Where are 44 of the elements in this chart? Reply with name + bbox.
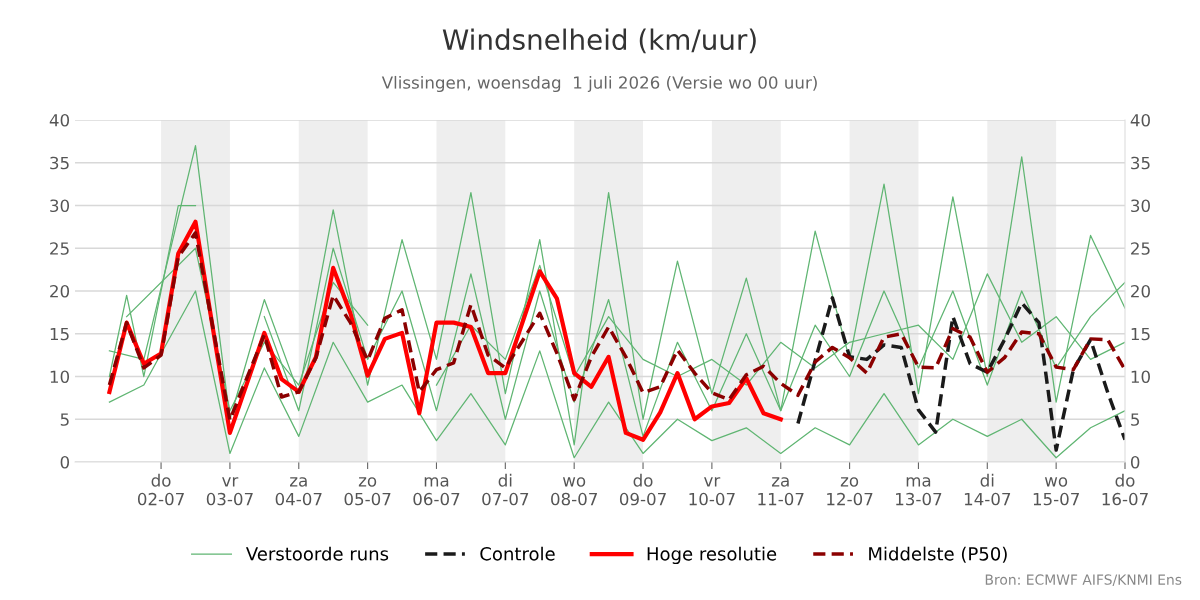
x-tick-label: di 07-07 [482, 473, 529, 506]
x-tick-label: wo 08-07 [551, 477, 597, 506]
y2-tick-label: 30 [1131, 199, 1150, 213]
line-series [108, 290, 1125, 459]
chart-subtitle: Vlissingen, woensdag 1 juli 2026 (Versie wo 00 uur) [381, 75, 817, 93]
text: Bron: ECMWF AIFS/KNMI Ens [985, 574, 1182, 586]
y-tick-label: 25 [50, 242, 69, 255]
chart-title: Windsnelheid (km/uur) [442, 28, 756, 54]
y2-tick-label: 20 [1131, 284, 1150, 298]
x-tick-label: ma 13-07 [896, 477, 942, 506]
x-tick-label: wo 15-07 [1033, 477, 1079, 506]
y2-tick-label: 5 [1131, 413, 1140, 426]
x-tick-label: do 02-07 [137, 473, 184, 506]
x-tick-label: vr 03-07 [206, 477, 253, 506]
x-tick-label: zo 12-07 [827, 477, 873, 506]
legend-label: Hoge resolutie [647, 546, 777, 565]
y2-tick-label: 15 [1131, 327, 1150, 341]
y2-tick-label: 35 [1131, 156, 1150, 170]
x-tick-label: ma 06-07 [413, 477, 460, 506]
y2-tick-label: 40 [1130, 113, 1150, 127]
y-tick-label: 15 [50, 327, 69, 341]
y2-tick-label: 10 [1131, 370, 1150, 384]
y-tick-label: 5 [60, 413, 69, 426]
y2-tick-label: 25 [1131, 242, 1150, 255]
y-tick-label: 0 [60, 455, 70, 469]
y-tick-label: 30 [50, 199, 70, 213]
x-tick-label: vr 10-07 [689, 477, 735, 506]
legend-label: Verstoorde runs [245, 546, 389, 561]
y-tick-label: 10 [50, 370, 70, 384]
line-series [108, 145, 1125, 446]
x-tick-label: do 09-07 [619, 473, 666, 506]
y-tick-label: 40 [49, 113, 70, 127]
x-tick-label: do 16-07 [1102, 473, 1148, 506]
line-series [107, 231, 1125, 422]
legend-label: Middelste (P50) [869, 546, 1007, 563]
x-tick-label: di 14-07 [964, 473, 1011, 506]
x-tick-label: zo 05-07 [344, 477, 391, 506]
legend-label: Controle [480, 546, 555, 561]
y-tick-label: 20 [50, 284, 70, 298]
x-tick-label: za 11-07 [758, 477, 804, 506]
x-tick-label: za 04-07 [275, 477, 322, 506]
line-series [796, 296, 1125, 452]
y-tick-label: 35 [50, 156, 69, 170]
y2-tick-label: 0 [1130, 455, 1140, 469]
